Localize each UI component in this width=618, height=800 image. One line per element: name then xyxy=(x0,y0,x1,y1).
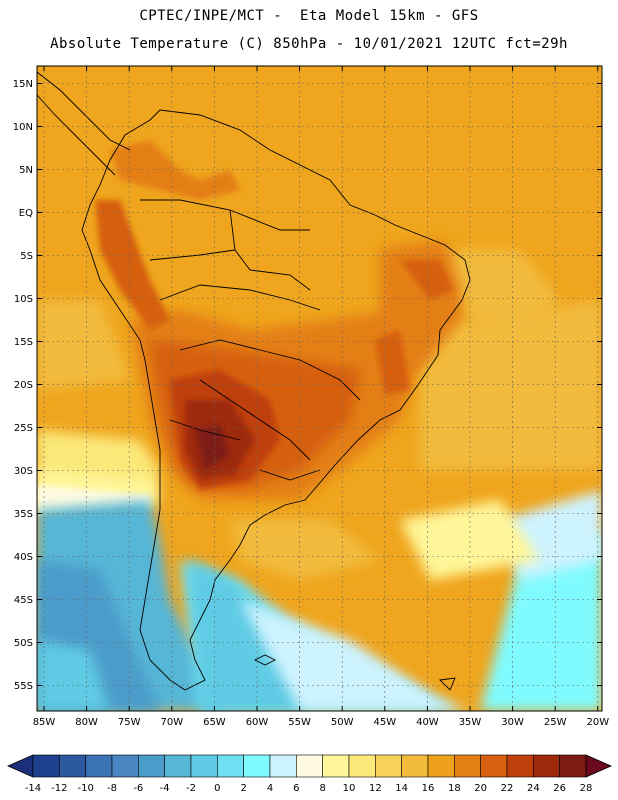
colorbar-segment xyxy=(217,754,244,778)
latitude-label: 15N xyxy=(13,79,33,90)
colorbar-label: 8 xyxy=(319,783,325,794)
latitude-label: 35S xyxy=(14,509,33,520)
latitude-label: 15S xyxy=(14,337,33,348)
colorbar-label: -4 xyxy=(160,783,170,794)
longitude-label: 65W xyxy=(203,717,226,728)
colorbar-label: 22 xyxy=(501,783,514,794)
colorbar-label: -2 xyxy=(186,783,196,794)
temperature-colorbar: -14 -12 -10 -8 -6 -4 -2 0 2 4 6 8 10 12 14 16 18 20 22 24 26… xyxy=(7,754,612,794)
colorbar-segment xyxy=(559,754,587,778)
islands xyxy=(253,654,456,691)
longitude-labels: 85W 80W 75W 70W 65W 60W 55W 50W 45W 40W 35W 30W 25W 2… xyxy=(33,717,610,728)
longitude-label: 80W xyxy=(75,717,98,728)
colorbar-segment xyxy=(190,754,218,778)
colorbar-label: 10 xyxy=(343,783,356,794)
colorbar-label: 18 xyxy=(448,783,461,794)
latitude-label: 20S xyxy=(14,380,33,391)
longitude-label: 75W xyxy=(118,717,141,728)
longitude-label: 70W xyxy=(160,717,183,728)
central-america-coastline xyxy=(37,71,131,176)
colorbar-label: 2 xyxy=(240,783,246,794)
colorbar-segment xyxy=(296,754,323,778)
colorbar-label: 0 xyxy=(214,783,220,794)
longitude-label: 60W xyxy=(246,717,269,728)
colorbar-segment xyxy=(243,754,271,778)
colorbar-segment xyxy=(375,754,402,778)
colorbar-label: 12 xyxy=(369,783,382,794)
colorbar-segment xyxy=(533,754,560,778)
colorbar-segment xyxy=(269,754,297,778)
colorbar-segment xyxy=(85,754,113,778)
longitude-label: 85W xyxy=(33,717,56,728)
colorbar-label: 26 xyxy=(553,783,566,794)
colorbar-label: -6 xyxy=(133,783,143,794)
colorbar-label: 4 xyxy=(267,783,273,794)
graticule xyxy=(37,66,602,711)
country-borders xyxy=(140,199,361,481)
colorbar-segment xyxy=(506,754,534,778)
colorbar-segment xyxy=(164,754,192,778)
south-america-coastline xyxy=(81,109,471,691)
colorbar-segment xyxy=(138,754,165,778)
latitude-label: 10N xyxy=(13,122,33,133)
colorbar-segment xyxy=(111,754,139,778)
colorbar-segment xyxy=(348,754,376,778)
colorbar-low-triangle xyxy=(7,754,34,778)
latitude-labels: 15N 10N 5N EQ 5S 10S 15S 20S 25S 30S 35S 40S 45S 50S 5… xyxy=(13,79,33,692)
colorbar-segment xyxy=(480,754,508,778)
colorbar-segment xyxy=(59,754,86,778)
colorbar-label: 24 xyxy=(527,783,540,794)
longitude-label: 45W xyxy=(373,717,396,728)
colorbar-segments xyxy=(32,754,587,778)
latitude-label: 5S xyxy=(20,251,33,262)
colorbar-label: -8 xyxy=(107,783,117,794)
latitude-label: 50S xyxy=(14,638,33,649)
colorbar-label: 16 xyxy=(422,783,435,794)
colorbar-labels: -14 -12 -10 -8 -6 -4 -2 0 2 4 6 8 10 12 14 16 18 20 22 24 26… xyxy=(25,783,593,794)
colorbar-segment xyxy=(32,754,60,778)
colorbar-label: 28 xyxy=(580,783,593,794)
colorbar-segment xyxy=(322,754,350,778)
latitude-label: 45S xyxy=(14,595,33,606)
latitude-label: 55S xyxy=(14,681,33,692)
map-frame xyxy=(36,65,603,712)
colorbar-segment xyxy=(454,754,481,778)
map-ticks xyxy=(37,66,602,711)
colorbar-label: 20 xyxy=(474,783,487,794)
longitude-label: 30W xyxy=(501,717,524,728)
colorbar-high-triangle xyxy=(585,754,612,778)
colorbar-segment xyxy=(401,754,429,778)
colorbar-label: -12 xyxy=(51,783,67,794)
latitude-label: 10S xyxy=(14,294,33,305)
colorbar-label: 6 xyxy=(293,783,299,794)
longitude-label: 25W xyxy=(544,717,567,728)
longitude-label: 40W xyxy=(416,717,439,728)
coastlines-borders xyxy=(37,71,471,691)
latitude-label: 30S xyxy=(14,466,33,477)
latitude-label: 25S xyxy=(14,423,33,434)
longitude-label: 35W xyxy=(459,717,482,728)
latitude-label: EQ xyxy=(19,208,33,219)
map-title-line1: CPTEC/INPE/MCT - Eta Model 15km - GFS xyxy=(139,8,479,24)
longitude-label: 55W xyxy=(288,717,311,728)
colorbar-label: 14 xyxy=(395,783,408,794)
colorbar-segment xyxy=(427,754,455,778)
map-title-line2: Absolute Temperature (C) 850hPa - 10/01/… xyxy=(50,36,568,52)
temperature-field xyxy=(37,66,602,711)
longitude-label: 20W xyxy=(586,717,609,728)
latitude-label: 5N xyxy=(19,165,33,176)
colorbar-label: -14 xyxy=(25,783,41,794)
longitude-label: 50W xyxy=(331,717,354,728)
latitude-label: 40S xyxy=(14,552,33,563)
colorbar-label: -10 xyxy=(77,783,93,794)
